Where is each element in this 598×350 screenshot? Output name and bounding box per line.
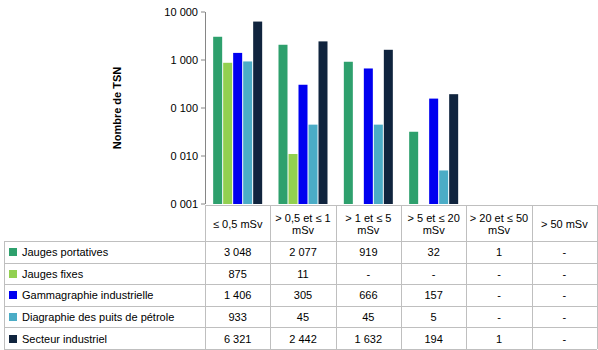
bar: [449, 94, 458, 204]
table-value: 875: [206, 264, 269, 285]
table-value: 666: [337, 285, 400, 306]
legend-entry: Jauges fixes: [5, 264, 204, 285]
table-rule: [270, 205, 271, 349]
table-rule: [205, 205, 206, 349]
y-axis-line: [205, 12, 206, 204]
legend-key: [9, 291, 17, 299]
legend-label: Diagraphie des puits de pétrole: [22, 311, 174, 323]
table-value: -: [467, 285, 530, 306]
legend-label: Jauges portatives: [22, 246, 108, 258]
table-value: 2 077: [271, 242, 334, 263]
bar: [344, 62, 353, 204]
bar: [279, 45, 288, 204]
bar: [319, 41, 328, 204]
table-value: 1 632: [337, 328, 400, 349]
bar: [475, 204, 484, 205]
y-tick-label: 1 000: [170, 54, 198, 66]
legend-label: Secteur industriel: [22, 333, 107, 345]
table-value: 2 442: [271, 328, 334, 349]
table-rule: [4, 241, 597, 242]
bar: [243, 61, 252, 204]
table-rule: [4, 284, 597, 285]
bar: [299, 85, 308, 204]
y-tick-label: 0 100: [170, 102, 198, 114]
legend-label: Jauges fixes: [22, 268, 83, 280]
legend-key: [9, 313, 17, 321]
table-value: -: [337, 264, 400, 285]
legend-entry: Secteur industriel: [5, 328, 204, 349]
table-value: 32: [402, 242, 465, 263]
table-value: -: [533, 264, 596, 285]
y-tick-label: 0 001: [170, 198, 198, 210]
table-value: 5: [402, 307, 465, 328]
category-label: > 50 mSv: [534, 206, 595, 241]
bar: [364, 68, 373, 204]
table-rule: [401, 205, 402, 349]
legend-entry: Jauges portatives: [5, 242, 204, 263]
y-axis-label: Nombre de TSN: [111, 67, 123, 150]
y-tick-label: 10 000: [164, 6, 198, 18]
table-value: -: [533, 328, 596, 349]
legend-key: [9, 270, 17, 278]
table-rule: [4, 306, 597, 307]
legend-label: Gammagraphie industrielle: [22, 289, 153, 301]
table-value: 6 321: [206, 328, 269, 349]
legend-key: [9, 248, 17, 256]
category-label: > 20 et ≤ 50 mSv: [468, 206, 529, 241]
category-label: > 5 et ≤ 20 mSv: [403, 206, 464, 241]
table-value: 305: [271, 285, 334, 306]
bar: [374, 125, 383, 204]
category-label: ≤ 0,5 mSv: [207, 206, 268, 241]
bar: [429, 99, 438, 204]
category-label: > 1 et ≤ 5 mSv: [338, 206, 399, 241]
legend-entry: Gammagraphie industrielle: [5, 285, 204, 306]
table-value: 1: [467, 242, 530, 263]
table-rule: [597, 205, 598, 349]
table-value: 919: [337, 242, 400, 263]
bar: [439, 170, 448, 204]
table-value: 194: [402, 328, 465, 349]
table-rule: [336, 205, 337, 349]
bar: [515, 204, 524, 205]
table-value: 1: [467, 328, 530, 349]
table-rule: [532, 205, 533, 349]
y-tick: [201, 156, 205, 157]
table-value: -: [533, 285, 596, 306]
table-value: 933: [206, 307, 269, 328]
table-rule: [4, 263, 597, 264]
y-tick-label: 0 010: [170, 150, 198, 162]
table-value: -: [533, 242, 596, 263]
category-label: > 0,5 et ≤ 1 mSv: [272, 206, 333, 241]
legend-key: [9, 335, 17, 343]
bar: [289, 154, 298, 204]
bar: [309, 125, 318, 204]
table-value: 3 048: [206, 242, 269, 263]
chart-root: Nombre de TSN 0 001 0 010 0 100 1 000 10 000 ≤…: [0, 0, 598, 350]
table-value: -: [467, 307, 530, 328]
table-value: 157: [402, 285, 465, 306]
table-value: 45: [337, 307, 400, 328]
table-rule: [4, 241, 5, 349]
table-value: 1 406: [206, 285, 269, 306]
bar: [223, 63, 232, 204]
table-rule: [4, 327, 597, 328]
table-value: -: [533, 307, 596, 328]
bar: [409, 132, 418, 204]
y-tick: [201, 60, 205, 61]
bar: [253, 22, 262, 204]
bar: [213, 37, 222, 204]
y-tick: [201, 12, 205, 13]
table-rule: [4, 349, 597, 350]
table-rule: [466, 205, 467, 349]
bar: [384, 50, 393, 204]
table-value: -: [402, 264, 465, 285]
table-value: 11: [271, 264, 334, 285]
bars: [213, 22, 458, 204]
y-tick: [201, 108, 205, 109]
table-value: 45: [271, 307, 334, 328]
table-value: -: [467, 264, 530, 285]
legend-entry: Diagraphie des puits de pétrole: [5, 307, 204, 328]
bar: [233, 53, 242, 204]
